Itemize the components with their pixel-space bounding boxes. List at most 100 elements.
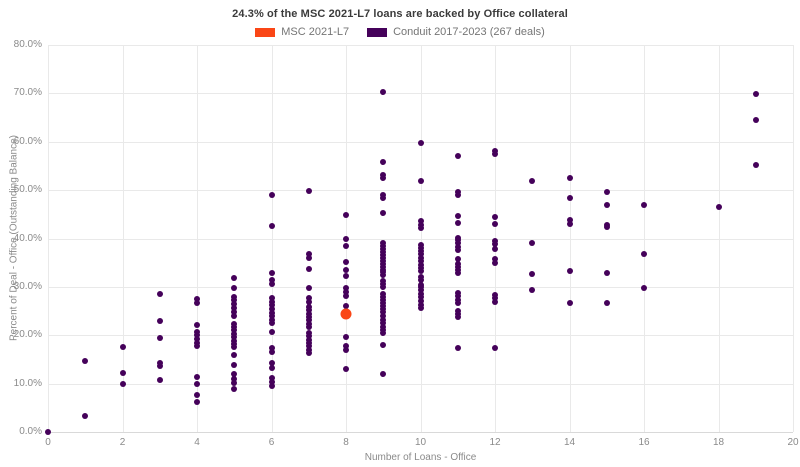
data-point[interactable] [305, 255, 312, 262]
data-point[interactable] [752, 91, 759, 98]
data-point[interactable] [603, 224, 610, 231]
data-point[interactable] [417, 177, 424, 184]
data-point[interactable] [752, 117, 759, 123]
data-point[interactable] [268, 305, 275, 312]
data-point[interactable] [417, 301, 424, 308]
data-point[interactable] [380, 191, 387, 198]
data-point[interactable] [305, 251, 312, 257]
data-point[interactable] [231, 312, 238, 319]
data-point[interactable] [268, 328, 275, 335]
data-point[interactable] [529, 271, 536, 278]
data-point[interactable] [82, 357, 89, 364]
data-point[interactable] [417, 276, 424, 283]
data-point[interactable] [231, 344, 238, 351]
data-point[interactable] [305, 313, 312, 320]
data-point[interactable] [231, 297, 238, 304]
data-point[interactable] [119, 343, 126, 350]
data-point[interactable] [641, 250, 647, 257]
data-point[interactable] [454, 314, 461, 321]
data-point[interactable] [231, 380, 238, 387]
data-point[interactable] [492, 237, 498, 244]
data-point[interactable] [603, 201, 610, 208]
data-point[interactable] [454, 188, 461, 195]
data-point[interactable] [343, 212, 349, 219]
data-point[interactable] [566, 195, 573, 202]
data-point[interactable] [380, 194, 387, 201]
data-point[interactable] [268, 349, 275, 356]
data-point[interactable] [305, 298, 312, 305]
data-point[interactable] [454, 308, 461, 315]
data-point[interactable] [231, 305, 238, 312]
data-point[interactable] [343, 346, 349, 353]
data-point[interactable] [194, 300, 200, 307]
data-point[interactable] [492, 291, 498, 298]
data-point[interactable] [380, 272, 387, 279]
data-point[interactable] [492, 241, 498, 248]
data-point[interactable] [566, 220, 573, 227]
data-point[interactable] [454, 293, 461, 300]
data-point[interactable] [454, 213, 461, 220]
data-point[interactable] [343, 288, 349, 295]
data-point[interactable] [380, 296, 387, 303]
data-point[interactable] [231, 324, 238, 330]
data-point[interactable] [305, 329, 312, 336]
data-point[interactable] [343, 258, 349, 265]
data-point[interactable] [492, 256, 498, 263]
data-point[interactable] [305, 320, 312, 327]
data-point[interactable] [417, 251, 424, 257]
data-point[interactable] [45, 429, 51, 435]
data-point[interactable] [156, 317, 163, 324]
data-point[interactable] [156, 334, 163, 341]
data-point[interactable] [194, 373, 200, 380]
data-point[interactable] [268, 383, 275, 389]
data-point[interactable] [268, 312, 275, 319]
data-point[interactable] [305, 324, 312, 330]
data-point[interactable] [454, 289, 461, 296]
data-point[interactable] [194, 335, 200, 342]
data-point[interactable] [231, 330, 238, 337]
data-point[interactable] [305, 295, 312, 301]
data-point[interactable] [343, 303, 349, 310]
data-point[interactable] [417, 290, 424, 297]
data-point[interactable] [417, 218, 424, 225]
data-point[interactable] [343, 266, 349, 273]
data-point[interactable] [268, 298, 275, 305]
data-point[interactable] [268, 191, 275, 198]
data-point[interactable] [231, 327, 238, 334]
data-point[interactable] [454, 270, 461, 277]
data-point[interactable] [492, 213, 498, 220]
data-point[interactable] [343, 273, 349, 280]
data-point[interactable] [380, 312, 387, 319]
data-point[interactable] [194, 399, 200, 405]
data-point[interactable] [305, 265, 312, 272]
data-point[interactable] [194, 322, 200, 329]
data-point[interactable] [454, 240, 461, 247]
legend-item-conduit[interactable]: Conduit 2017-2023 (267 deals) [367, 26, 545, 38]
data-point[interactable] [380, 88, 387, 95]
data-point[interactable] [380, 319, 387, 326]
data-point[interactable] [603, 188, 610, 195]
data-point[interactable] [454, 299, 461, 306]
data-point[interactable] [417, 225, 424, 232]
data-point[interactable] [417, 268, 424, 275]
data-point[interactable] [305, 306, 312, 313]
data-point[interactable] [752, 162, 759, 168]
data-point[interactable] [343, 333, 349, 340]
data-point[interactable] [268, 374, 275, 381]
data-point[interactable] [305, 285, 312, 292]
data-point[interactable] [268, 359, 275, 366]
data-point[interactable] [231, 352, 238, 359]
data-point[interactable] [305, 310, 312, 317]
data-point[interactable] [380, 174, 387, 181]
data-point[interactable] [268, 280, 275, 287]
data-point[interactable] [194, 295, 200, 302]
data-point[interactable] [305, 340, 312, 346]
data-point[interactable] [305, 187, 312, 194]
data-point[interactable] [156, 362, 163, 369]
data-point[interactable] [231, 334, 238, 341]
data-point[interactable] [492, 345, 498, 352]
data-point[interactable] [454, 345, 461, 352]
data-point[interactable] [231, 274, 238, 281]
data-point[interactable] [343, 365, 349, 372]
data-point[interactable] [156, 291, 163, 298]
